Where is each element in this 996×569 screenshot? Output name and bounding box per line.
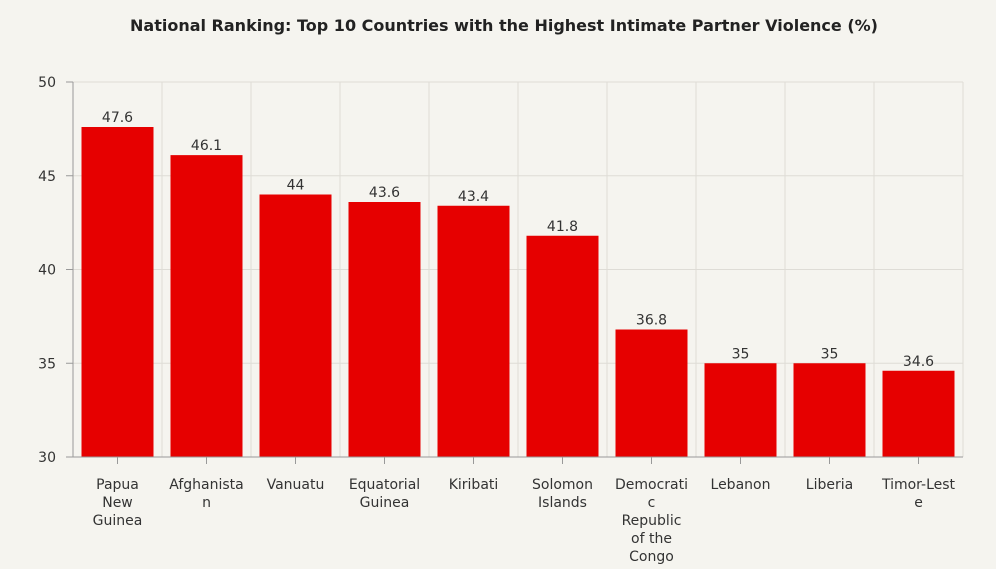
data-label: 46.1 [191,138,222,154]
bar [259,194,332,457]
x-tick-label: Lebanon [711,477,771,493]
y-tick-label: 40 [38,263,56,279]
bar [170,155,243,457]
bar [526,235,599,457]
data-label: 35 [732,346,750,362]
bar [882,370,955,457]
data-label: 35 [821,346,839,362]
bar [437,205,510,457]
x-tick-label: Afghanista n [169,477,243,511]
x-axis: Papua New Guinea Afghanista n Vanuatu Equatori… [73,456,963,565]
bar [348,202,421,457]
data-label: 43.4 [458,189,489,205]
y-tick-label: 50 [38,75,56,91]
x-tick-label: Democrati c Republic of the Congo [615,477,688,564]
y-axis: 30 35 40 45 50 [38,75,74,466]
data-label: 44 [287,178,305,194]
data-label: 43.6 [369,185,400,201]
data-label: 41.8 [547,219,578,235]
y-tick-label: 35 [38,356,56,372]
data-label: 47.6 [102,110,133,126]
x-tick-label: Papua New Guinea [93,477,143,529]
x-tick-label: Solomon Islands [532,477,593,511]
x-tick-label: Liberia [806,477,853,493]
x-tick-label: Timor-Lest e [881,477,956,511]
x-tick-label: Vanuatu [267,477,325,493]
data-label: 34.6 [903,354,934,370]
bar [81,127,154,457]
bar [793,363,866,457]
bars: 47.6 46.1 44 43.6 43.4 41.8 36.8 35 35 34.6 [81,110,955,457]
y-tick-label: 30 [38,450,56,466]
chart-title: National Ranking: Top 10 Countries with … [130,16,878,35]
x-tick-label: Equatorial Guinea [349,477,420,511]
x-tick-label: Kiribati [449,477,499,493]
bar [704,363,777,457]
data-label: 36.8 [636,313,667,329]
bar [615,329,688,457]
y-tick-label: 45 [38,169,56,185]
